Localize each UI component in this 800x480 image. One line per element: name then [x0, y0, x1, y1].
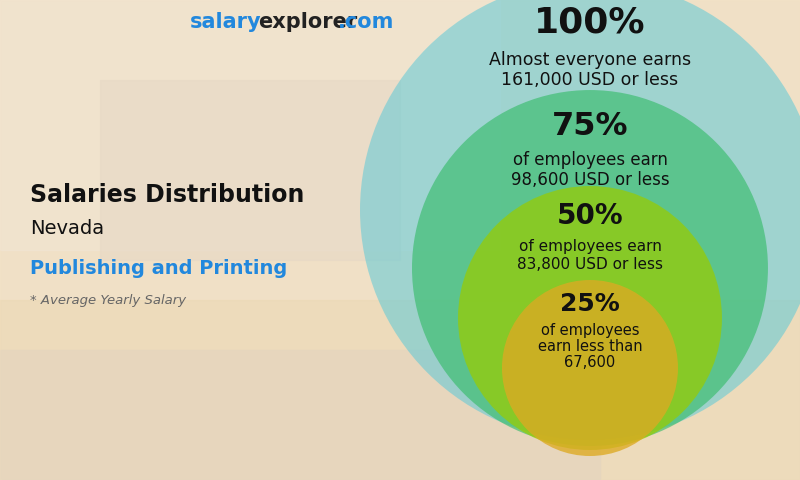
- Circle shape: [502, 280, 678, 456]
- Text: 161,000 USD or less: 161,000 USD or less: [502, 71, 678, 89]
- Text: * Average Yearly Salary: * Average Yearly Salary: [30, 294, 186, 307]
- Bar: [0, 0, 500, 250]
- Bar: [0, 350, 600, 480]
- Text: 100%: 100%: [534, 5, 646, 39]
- Circle shape: [458, 186, 722, 450]
- Text: 25%: 25%: [560, 292, 620, 316]
- Text: explorer: explorer: [258, 12, 358, 32]
- Text: .com: .com: [338, 12, 394, 32]
- Bar: [0, 300, 800, 480]
- Text: 75%: 75%: [552, 110, 628, 142]
- Text: 67,600: 67,600: [564, 355, 616, 370]
- Text: Publishing and Printing: Publishing and Printing: [30, 259, 287, 277]
- Text: of employees: of employees: [541, 323, 639, 337]
- Text: 98,600 USD or less: 98,600 USD or less: [510, 171, 670, 189]
- Text: salary: salary: [190, 12, 262, 32]
- Circle shape: [412, 90, 768, 446]
- Text: Salaries Distribution: Salaries Distribution: [30, 183, 305, 207]
- Text: 83,800 USD or less: 83,800 USD or less: [517, 256, 663, 272]
- Text: 50%: 50%: [557, 202, 623, 230]
- Circle shape: [360, 0, 800, 440]
- Text: Almost everyone earns: Almost everyone earns: [489, 51, 691, 69]
- Bar: [100, 80, 400, 260]
- Text: earn less than: earn less than: [538, 338, 642, 353]
- Text: of employees earn: of employees earn: [513, 151, 667, 169]
- Text: of employees earn: of employees earn: [518, 239, 662, 253]
- Text: Nevada: Nevada: [30, 218, 104, 238]
